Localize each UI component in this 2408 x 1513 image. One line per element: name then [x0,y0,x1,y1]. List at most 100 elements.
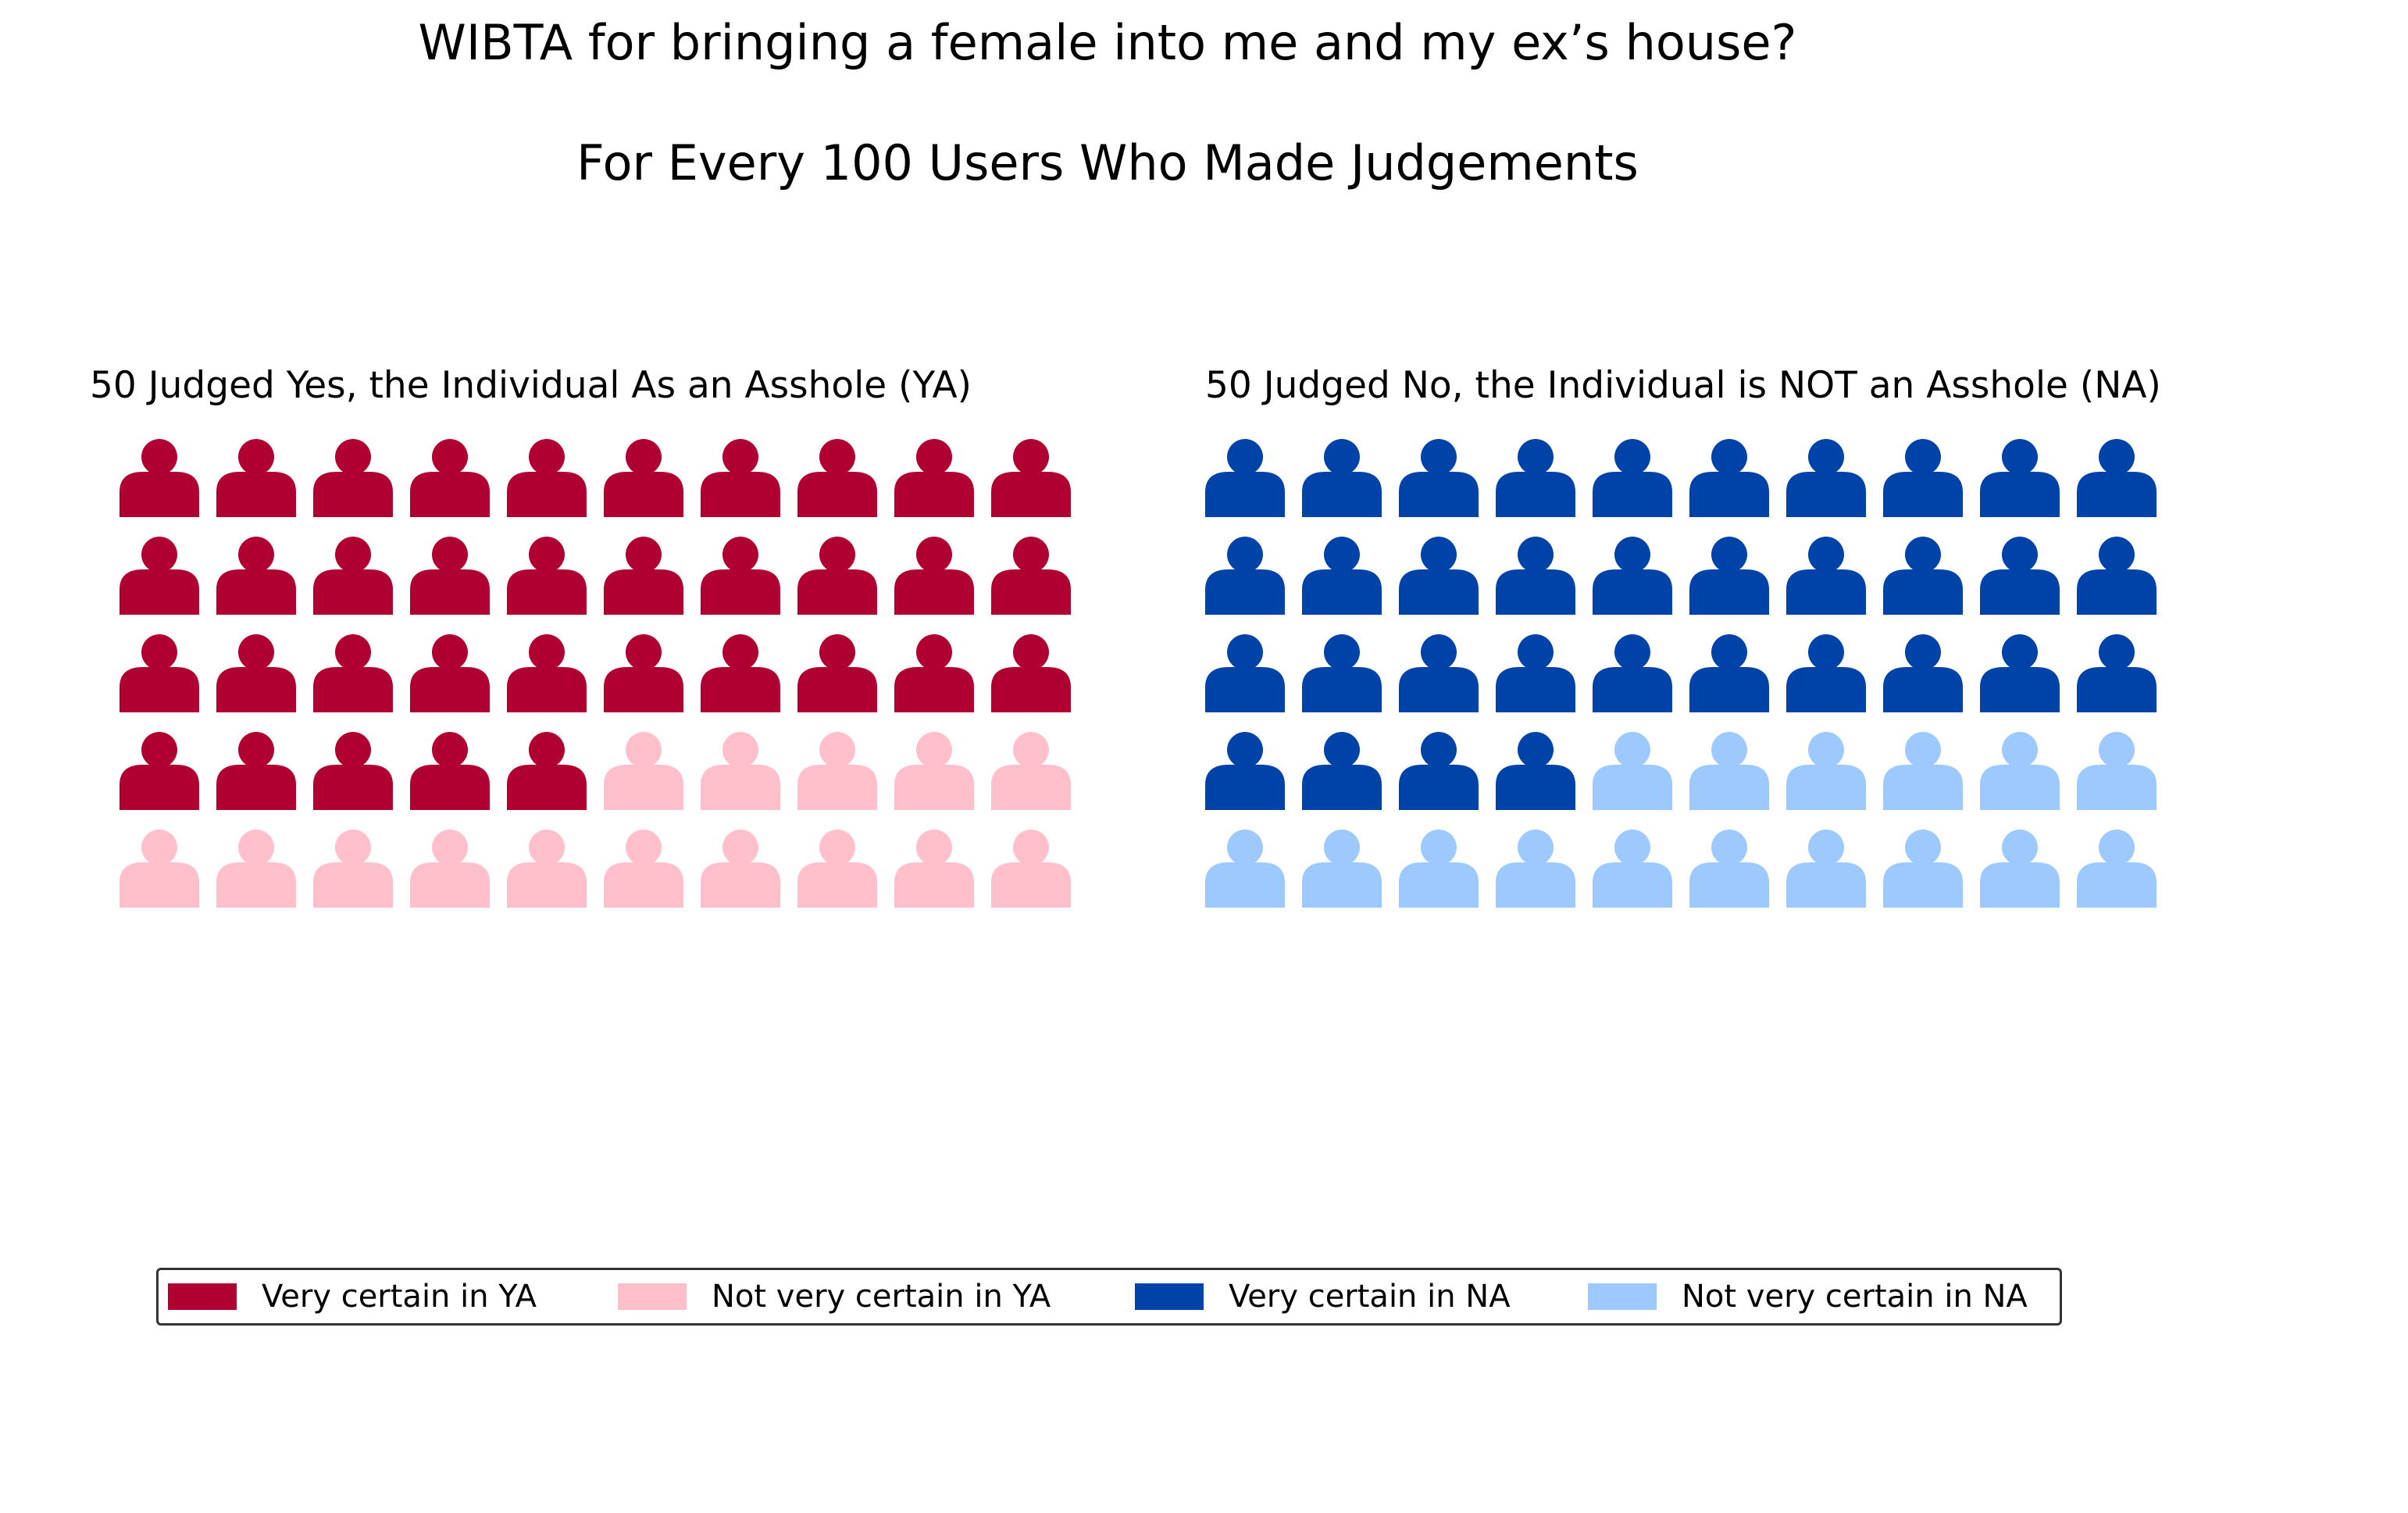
person-icon-p1-s1-15 [507,537,587,615]
person-icon-p1-s1-27 [701,634,780,712]
person-icon-p1-s1-20 [991,537,1071,615]
legend-label-not-very-certain-ya: Not very certain in YA [712,1279,1051,1315]
legend-swatch-very-certain-ya [168,1283,237,1310]
person-icon-p2-s1-8 [1883,439,1963,517]
person-icon-p2-s1-25 [1593,634,1672,712]
person-icon-p1-s2-10 [507,830,587,908]
person-icon-p1-s1-35 [507,732,587,810]
person-icon-p1-s2-6 [120,830,199,908]
person-icon-p1-s2-7 [216,830,296,908]
person-icon-p2-s1-10 [2077,439,2156,517]
person-icon-p2-s1-31 [1205,732,1285,810]
person-icon-p2-s1-13 [1399,537,1479,615]
person-icon-p1-s1-16 [604,537,683,615]
person-icon-p1-s1-28 [797,634,877,712]
person-icon-p2-s1-7 [1786,439,1866,517]
person-icon-p1-s1-34 [410,732,490,810]
panel-title-na: 50 Judged No, the Individual is NOT an A… [1205,364,2161,407]
legend-label-very-certain-na: Very certain in NA [1229,1279,1511,1315]
person-icon-p2-s1-26 [1689,634,1769,712]
person-icon-p1-s1-25 [507,634,587,712]
person-icon-p2-s2-15 [1980,830,2060,908]
person-icon-p2-s1-24 [1496,634,1575,712]
person-icon-p2-s1-15 [1593,537,1672,615]
person-icon-p1-s1-11 [120,537,199,615]
person-icon-p1-s2-8 [313,830,393,908]
person-icon-p1-s2-1 [604,732,683,810]
person-icon-p2-s1-29 [1980,634,2060,712]
person-icon-p1-s1-32 [216,732,296,810]
person-icon-p2-s1-3 [1399,439,1479,517]
person-icon-p1-s1-7 [701,439,780,517]
person-icon-p2-s2-14 [1883,830,1963,908]
legend-swatch-very-certain-na [1135,1283,1204,1310]
person-icon-p2-s1-12 [1302,537,1382,615]
person-icon-p2-s1-22 [1302,634,1382,712]
person-icon-p1-s1-17 [701,537,780,615]
person-icon-p1-s1-10 [991,439,1071,517]
legend-item-not-very-certain-ya: Not very certain in YA [618,1270,1051,1323]
person-icon-p1-s1-19 [894,537,974,615]
person-icon-p1-s1-30 [991,634,1071,712]
legend-swatch-not-very-certain-na [1588,1283,1657,1310]
person-icon-p1-s2-3 [797,732,877,810]
person-icon-p1-s1-24 [410,634,490,712]
person-icon-p2-s2-5 [1980,732,2060,810]
person-icon-p1-s2-2 [701,732,780,810]
person-icon-p1-s1-6 [604,439,683,517]
person-icon-p1-s2-4 [894,732,974,810]
person-icon-p2-s1-6 [1689,439,1769,517]
person-icon-p2-s1-33 [1399,732,1479,810]
legend-label-very-certain-ya: Very certain in YA [262,1279,537,1315]
person-icon-p2-s1-4 [1496,439,1575,517]
person-icon-p1-s1-5 [507,439,587,517]
person-icon-p1-s2-5 [991,732,1071,810]
legend-item-very-certain-na: Very certain in NA [1135,1270,1511,1323]
person-icon-p2-s1-30 [2077,634,2156,712]
legend: Very certain in YA Not very certain in Y… [156,1268,2062,1326]
person-icon-p1-s1-4 [410,439,490,517]
person-icon-p1-s2-13 [797,830,877,908]
legend-item-very-certain-ya: Very certain in YA [168,1270,537,1323]
person-icon-p2-s2-2 [1689,732,1769,810]
person-icon-p1-s1-22 [216,634,296,712]
person-icon-p2-s1-34 [1496,732,1575,810]
legend-label-not-very-certain-na: Not very certain in NA [1682,1279,2028,1315]
person-icon-p2-s2-1 [1593,732,1672,810]
person-icon-p2-s2-11 [1593,830,1672,908]
person-icon-p2-s1-18 [1883,537,1963,615]
person-icon-p1-s2-12 [701,830,780,908]
person-icon-p1-s1-13 [313,537,393,615]
person-icon-p1-s1-14 [410,537,490,615]
person-icon-p1-s1-21 [120,634,199,712]
person-icon-p1-s1-23 [313,634,393,712]
person-icon-p1-s1-9 [894,439,974,517]
person-icon-p2-s1-27 [1786,634,1866,712]
chart-subtitle: For Every 100 Users Who Made Judgements [576,134,1639,191]
person-icon-p1-s1-3 [313,439,393,517]
person-icon-p2-s1-21 [1205,634,1285,712]
legend-item-not-very-certain-na: Not very certain in NA [1588,1270,2028,1323]
person-icon-p2-s1-32 [1302,732,1382,810]
person-icon-p1-s2-9 [410,830,490,908]
person-icon-p1-s2-14 [894,830,974,908]
person-icon-p2-s1-19 [1980,537,2060,615]
person-icon-p1-s2-15 [991,830,1071,908]
person-icon-p2-s2-6 [2077,732,2156,810]
person-icon-p2-s2-12 [1689,830,1769,908]
person-icon-p2-s1-2 [1302,439,1382,517]
person-icon-p1-s1-18 [797,537,877,615]
person-icon-p2-s2-16 [2077,830,2156,908]
person-icon-p2-s2-13 [1786,830,1866,908]
person-icon-p2-s1-23 [1399,634,1479,712]
person-icon-p2-s2-8 [1302,830,1382,908]
chart-title: WIBTA for bringing a female into me and … [418,14,1797,71]
person-icon-p2-s1-14 [1496,537,1575,615]
person-icon-p2-s1-1 [1205,439,1285,517]
person-icon-p1-s1-26 [604,634,683,712]
person-icon-p2-s1-9 [1980,439,2060,517]
person-icon-p1-s1-1 [120,439,199,517]
person-icon-p2-s2-3 [1786,732,1866,810]
person-icon-p2-s1-17 [1786,537,1866,615]
person-icon-p2-s1-5 [1593,439,1672,517]
